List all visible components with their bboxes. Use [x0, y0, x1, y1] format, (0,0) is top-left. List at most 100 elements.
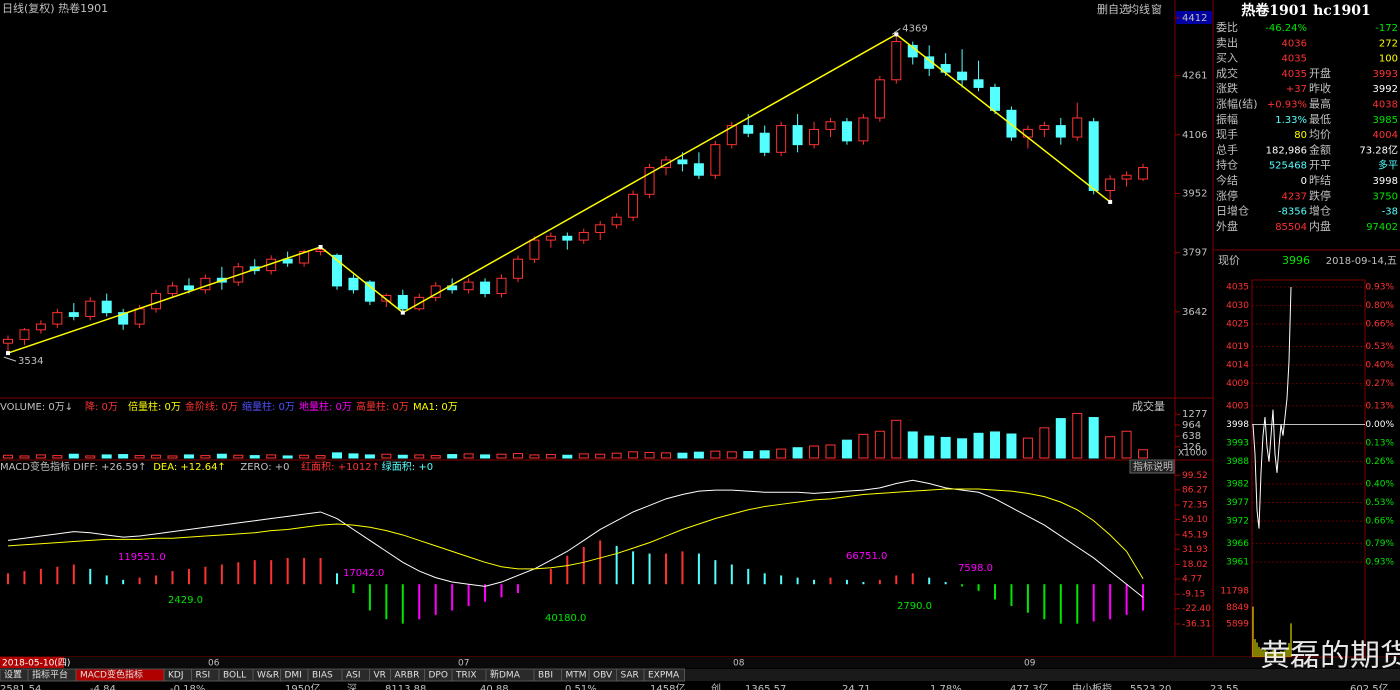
tab-label[interactable]: BIAS — [312, 671, 333, 681]
candle-body — [397, 294, 408, 310]
tab-label[interactable]: 指标平台 — [32, 669, 68, 681]
volume-button[interactable]: 成交量 — [1132, 399, 1165, 413]
pct-label: 0.53% — [1365, 342, 1394, 352]
volume-bar — [825, 444, 836, 459]
tab-label[interactable]: MACD变色指标 — [80, 669, 143, 681]
date-label: 2018-05-10(四) — [2, 659, 70, 669]
y-tick-label: 3977 — [1226, 498, 1249, 508]
macd-button[interactable]: 指标说明 — [1133, 460, 1173, 473]
tab-label[interactable]: KDJ — [168, 671, 184, 681]
candle-body — [364, 281, 375, 302]
volume-bar — [167, 455, 178, 459]
volume-bar — [249, 455, 260, 459]
candle-body — [512, 258, 523, 279]
macd-button-box[interactable] — [1129, 459, 1175, 474]
volume-bar — [1072, 412, 1083, 459]
y-tick-label: 4261 — [1182, 71, 1207, 82]
y-tick-label: 4025 — [1226, 320, 1249, 330]
volume-bar — [512, 453, 523, 459]
volume-bar — [693, 451, 704, 459]
candle-body — [529, 239, 540, 260]
quote-label: 涨跌 — [1216, 81, 1238, 95]
date-label: 09 — [1024, 659, 1036, 669]
volume-bar — [1121, 430, 1132, 459]
date-bar — [0, 657, 1400, 668]
tab-label[interactable]: 新DMA — [490, 669, 521, 681]
volume-bar — [430, 455, 441, 459]
volume-bar — [545, 454, 556, 459]
quote-label: 振幅 — [1216, 112, 1238, 126]
volume-bar — [101, 454, 112, 459]
quote-value: 多平 — [1378, 159, 1398, 172]
volume-bar — [874, 430, 885, 459]
candle-body — [1088, 121, 1099, 191]
candle-body — [677, 159, 688, 165]
candle-body — [628, 193, 639, 218]
tab-label[interactable]: DPO — [429, 671, 448, 681]
tab-label[interactable]: BOLL — [223, 671, 246, 681]
candle-body — [693, 163, 704, 176]
candle-body — [792, 125, 803, 146]
candle-body — [134, 308, 145, 325]
candle-body — [759, 132, 770, 153]
quote-value: 3750 — [1373, 191, 1398, 202]
header-button[interactable]: 均线 — [1128, 2, 1150, 16]
y-tick-label: 86.27 — [1182, 485, 1208, 495]
candle-body — [578, 231, 589, 241]
volume-bar — [595, 453, 606, 459]
tab[interactable] — [643, 668, 685, 682]
volume-bar — [183, 454, 194, 459]
volume-bar — [397, 454, 408, 459]
candle-body — [809, 128, 820, 146]
macd-annotation: 66751.0 — [846, 551, 887, 562]
y-tick-label: 4412 — [1182, 13, 1207, 24]
candle-body — [924, 56, 935, 69]
tab-label[interactable]: OBV — [593, 671, 613, 681]
zigzag-point — [318, 244, 323, 249]
intraday-line — [1252, 286, 1292, 529]
tab-label[interactable]: DMI — [285, 671, 302, 681]
candle-body — [562, 235, 573, 241]
tab-label[interactable]: EXPMA — [648, 671, 680, 681]
pct-label: 0.93% — [1365, 558, 1394, 568]
pct-label: 0.53% — [1365, 498, 1394, 508]
tab-label[interactable]: 设置 — [4, 670, 22, 681]
tab-label[interactable]: ASI — [346, 671, 361, 681]
watermark: 黄磊的期货人生 — [1260, 639, 1400, 674]
candle-body — [710, 144, 721, 176]
tab-label[interactable]: W&R — [257, 671, 279, 681]
y-tick-label: 4.77 — [1182, 574, 1202, 584]
tab-label[interactable]: ARBR — [395, 671, 420, 681]
y-tick-label: 18.02 — [1182, 560, 1208, 570]
date-label: 06 — [208, 659, 220, 669]
candle-body — [183, 285, 194, 291]
quote-value: 100 — [1379, 54, 1398, 65]
intraday-frame — [1251, 279, 1366, 658]
candle-body — [957, 71, 968, 81]
quote-value: 4038 — [1373, 100, 1398, 111]
volume-bar — [19, 455, 30, 459]
quote-label: 跌停 — [1309, 188, 1331, 202]
tab-label[interactable]: BBI — [538, 671, 553, 681]
date-label: 08 — [733, 659, 745, 669]
tab-label[interactable]: RSI — [196, 671, 211, 681]
tab-label[interactable]: MTM — [566, 671, 587, 681]
quote-value: 1.33% — [1275, 115, 1307, 126]
candle-body — [118, 312, 129, 325]
quote-value: -38 — [1382, 207, 1398, 218]
header-button[interactable]: 窗 — [1151, 2, 1162, 16]
header-button[interactable]: 删自选 — [1097, 3, 1130, 16]
tab-label[interactable]: TRIX — [455, 671, 477, 681]
tab-label[interactable]: VR — [374, 671, 386, 681]
y-tick-label: 3961 — [1226, 558, 1249, 568]
quote-label: 成交 — [1216, 66, 1238, 80]
quote-label: 日增仓 — [1216, 204, 1249, 218]
quote-label: 均价 — [1309, 128, 1331, 141]
y-tick-label: 326 — [1182, 442, 1201, 453]
date-highlight — [0, 657, 64, 668]
quote-label: 涨幅(结) — [1216, 98, 1258, 111]
volume-legend: MA1: 0万 — [413, 402, 458, 413]
volume-bar — [562, 454, 573, 459]
tab-label[interactable]: SAR — [621, 671, 639, 681]
